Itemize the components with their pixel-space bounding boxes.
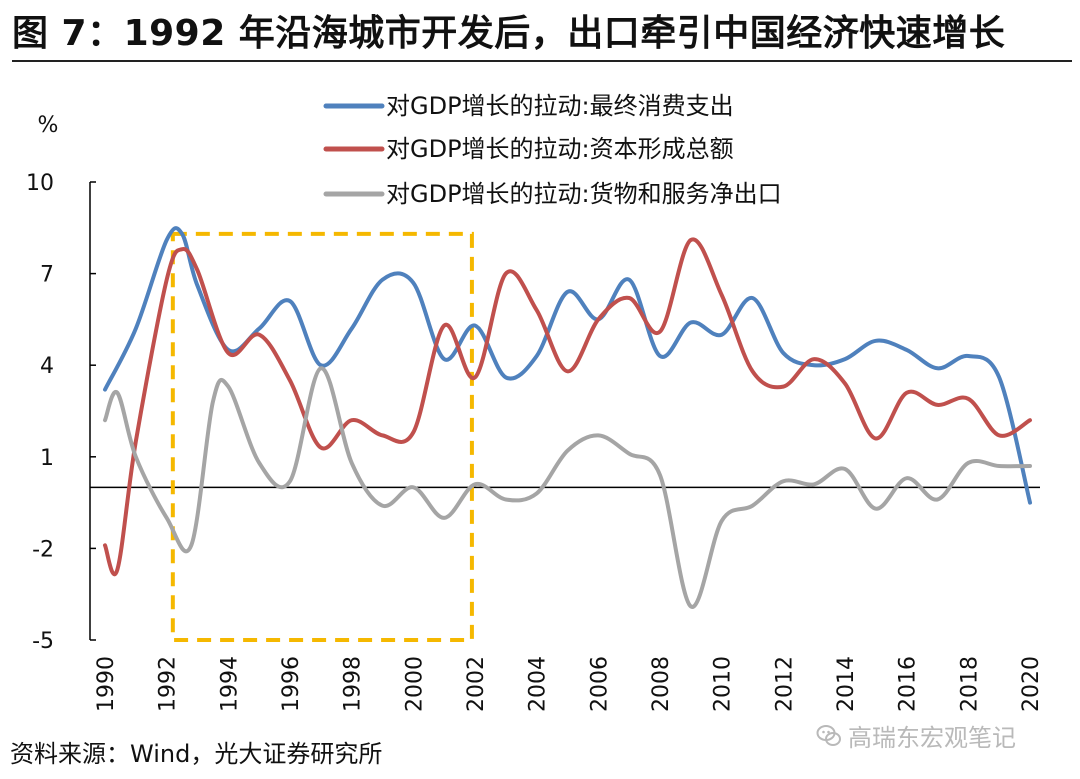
x-tick-label: 2012 xyxy=(772,656,797,712)
x-tick-label: 2010 xyxy=(711,656,736,712)
x-tick-label: 2000 xyxy=(402,656,427,712)
series-line-3 xyxy=(103,366,1032,609)
x-tick-label: 1998 xyxy=(341,656,366,712)
x-tick-label: 1994 xyxy=(217,656,242,712)
watermark-text: 高瑞东宏观笔记 xyxy=(848,724,1016,752)
x-tick-label: 1990 xyxy=(94,656,119,712)
x-tick-label: 1996 xyxy=(279,656,304,712)
y-tick-label: 1 xyxy=(40,446,54,471)
legend-label-1: 对GDP增长的拉动:最终消费支出 xyxy=(386,92,734,120)
y-axis-label: % xyxy=(38,113,59,138)
y-tick-label: 10 xyxy=(26,171,54,196)
series-line-1 xyxy=(103,226,1032,505)
x-tick-label: 2004 xyxy=(526,656,551,712)
y-tick-label: -2 xyxy=(32,537,54,562)
watermark: 高瑞东宏观笔记 xyxy=(816,718,1016,753)
x-tick-label: 2018 xyxy=(957,656,982,712)
legend-label-2: 对GDP增长的拉动:资本形成总额 xyxy=(386,135,734,163)
x-tick-label: 1992 xyxy=(156,656,181,712)
legend-label-3: 对GDP增长的拉动:货物和服务净出口 xyxy=(386,180,782,208)
x-tick-label: 2006 xyxy=(587,656,612,712)
x-tick-label: 2016 xyxy=(896,656,921,712)
y-tick-label: 7 xyxy=(40,263,54,288)
line-chart: -5 -2 1 4 7 10% 1990 1992 1994 1996 1998 2000 2002 20… xyxy=(26,92,1044,712)
series-line-2 xyxy=(103,237,1032,576)
x-tick-label: 2008 xyxy=(649,656,674,712)
figure-title: 图 7：1992 年沿海城市开发后，出口牵引中国经济快速增长 xyxy=(12,13,1006,54)
x-tick-label: 2002 xyxy=(464,656,489,712)
highlight-box xyxy=(170,231,474,642)
x-tick-label: 2020 xyxy=(1019,656,1044,712)
x-tick-label: 2014 xyxy=(834,656,859,712)
source-note: 资料来源：Wind，光大证券研究所 xyxy=(10,740,383,768)
y-tick-label: -5 xyxy=(32,629,54,654)
wechat-icon xyxy=(816,724,841,746)
title-rule xyxy=(12,60,1072,62)
y-tick-label: 4 xyxy=(40,354,54,379)
